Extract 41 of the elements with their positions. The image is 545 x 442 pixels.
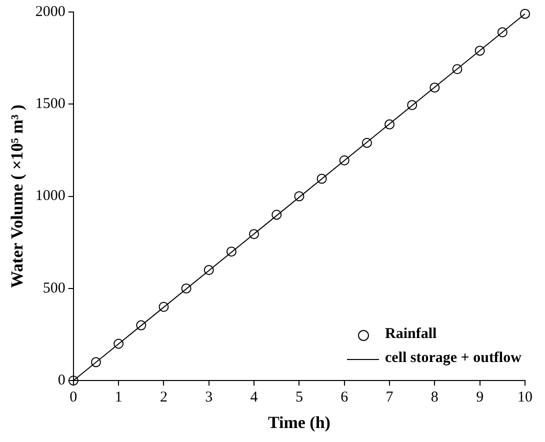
x-tick-label: 5	[295, 390, 303, 406]
point	[158, 302, 169, 312]
x-axis-title: Time (h)	[268, 413, 330, 432]
point	[497, 27, 508, 38]
point	[474, 46, 485, 56]
point	[452, 64, 462, 74]
point	[430, 82, 440, 93]
x-tick-label: 10	[518, 390, 532, 406]
y-axis-title: Water Volume ( ×10⁵ m³ )	[8, 104, 27, 288]
point	[407, 100, 418, 110]
point	[294, 191, 304, 202]
x-tick-label: 8	[430, 390, 438, 406]
point	[181, 283, 192, 294]
y-tick-label: 1000	[35, 188, 66, 204]
x-tick-label: 4	[250, 390, 258, 406]
point	[136, 320, 146, 330]
point	[339, 155, 350, 166]
point	[226, 246, 236, 257]
legend-label: Rainfall	[385, 326, 437, 344]
point	[114, 338, 124, 349]
y-tick-label: 0	[58, 372, 66, 389]
point	[204, 265, 214, 276]
x-tick-label: 9	[476, 390, 484, 406]
point	[316, 174, 327, 184]
x-tick-label: 6	[340, 390, 349, 406]
x-tick-label: 2	[160, 390, 168, 406]
y-tick-label: 2000	[35, 4, 66, 20]
point	[520, 8, 530, 19]
point	[384, 119, 395, 130]
point	[272, 210, 282, 220]
y-tick-label: 1500	[35, 96, 66, 112]
point	[90, 357, 101, 368]
legend-label: cell storage + outflow	[385, 350, 522, 368]
y-tick-label: 500	[42, 280, 66, 296]
x-tick-label: 3	[205, 390, 213, 406]
point	[68, 376, 78, 386]
point	[249, 229, 260, 240]
x-tick-label: 7	[386, 390, 394, 406]
point	[362, 138, 372, 148]
x-tick-label: 1	[114, 390, 122, 406]
x-tick-label: 0	[70, 390, 78, 406]
